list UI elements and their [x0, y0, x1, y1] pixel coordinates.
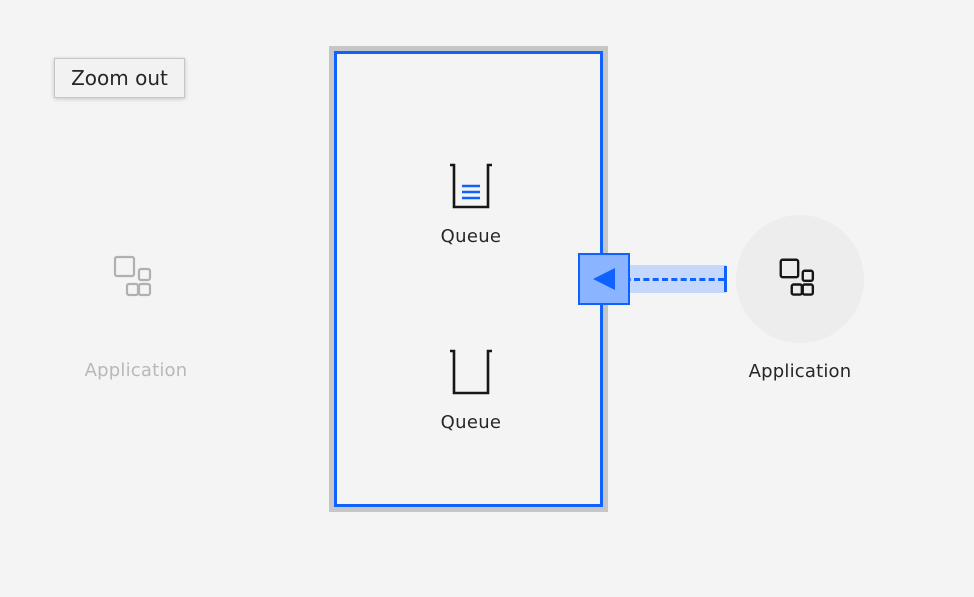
application-node-left[interactable]: Application: [56, 254, 216, 381]
queue-label: Queue: [440, 412, 502, 433]
queue-label: Queue: [440, 226, 502, 247]
connection-dashed-line: [606, 278, 724, 281]
queue-node-1[interactable]: Queue: [391, 160, 551, 247]
application-node-right[interactable]: Application: [720, 215, 880, 382]
queue-manager-container[interactable]: [334, 51, 603, 507]
application-node-background: [736, 215, 864, 343]
arrow-left-icon: [593, 268, 615, 290]
tooltip-text: Zoom out: [71, 66, 168, 90]
queue-manager-port[interactable]: [578, 253, 630, 305]
connection-endcap: [724, 266, 727, 292]
application-icon: [779, 258, 815, 296]
zoom-out-tooltip: Zoom out: [54, 58, 185, 98]
application-icon: [113, 255, 152, 297]
application-label: Application: [748, 361, 852, 382]
queue-with-messages-icon: [450, 163, 492, 209]
queue-empty-icon: [450, 349, 492, 395]
queue-node-2[interactable]: Queue: [391, 346, 551, 433]
application-label: Application: [84, 360, 188, 381]
